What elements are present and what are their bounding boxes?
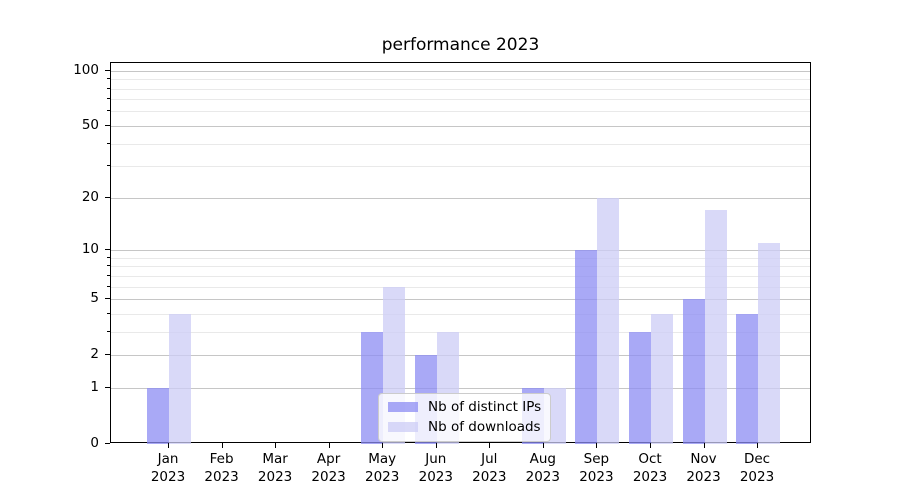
bar-distinct-ips-jan (147, 387, 169, 444)
gridline-minor (111, 331, 810, 333)
x-tick-mark (275, 443, 277, 448)
x-tick-label: Sep 2023 (579, 451, 614, 485)
gridline-minor (111, 286, 810, 288)
gridline-minor (111, 257, 810, 259)
bar-downloads-dec (758, 243, 780, 444)
y-tick-label: 10 (81, 241, 99, 257)
legend-item-distinct-ips: Nb of distinct IPs (388, 399, 541, 415)
bar-distinct-ips-may (361, 331, 384, 444)
gridline-major (111, 355, 810, 357)
legend-swatch-distinct-ips (388, 402, 418, 412)
y-tick-label: 20 (81, 188, 99, 205)
x-tick-label: Apr 2023 (311, 451, 346, 485)
gridline-minor (111, 266, 810, 268)
x-tick-label: Nov 2023 (686, 451, 721, 485)
bar-distinct-ips-dec (736, 313, 758, 444)
legend-label-distinct-ips: Nb of distinct IPs (428, 399, 542, 415)
gridline-major (111, 387, 810, 389)
legend: Nb of distinct IPs Nb of downloads (378, 393, 552, 442)
bar-downloads-jan (169, 313, 191, 444)
gridline-minor (111, 79, 810, 81)
bar-distinct-ips-sep (575, 250, 598, 444)
x-tick-label: May 2023 (365, 451, 400, 485)
y-tick-mark (105, 443, 110, 444)
x-tick-label: Feb 2023 (204, 451, 239, 485)
gridline-minor (111, 143, 810, 145)
legend-swatch-downloads (388, 422, 418, 432)
gridline-major (111, 299, 810, 300)
y-tick-label: 5 (90, 290, 99, 306)
bar-downloads-oct (651, 313, 673, 444)
x-tick-mark (221, 443, 223, 448)
bar-distinct-ips-nov (682, 299, 705, 444)
x-tick-label: Dec 2023 (739, 451, 775, 485)
gridline-major (111, 250, 810, 251)
y-tick-label: 2 (90, 346, 99, 363)
x-tick-label: Jun 2023 (418, 451, 453, 485)
gridline-major (111, 70, 810, 72)
gridline-minor (111, 166, 810, 168)
x-tick-mark (328, 443, 330, 448)
y-tick-label: 0 (90, 435, 99, 451)
y-tick-label: 1 (90, 378, 99, 395)
gridline-major (111, 197, 810, 199)
gridline-minor (111, 99, 810, 101)
gridline-minor (111, 275, 810, 277)
legend-item-downloads: Nb of downloads (388, 419, 541, 435)
x-tick-label: Jan 2023 (150, 451, 186, 485)
x-tick-mark (489, 443, 491, 448)
x-tick-label: Jul 2023 (472, 451, 507, 485)
chart-title: performance 2023 (381, 35, 540, 55)
x-tick-label: Aug 2023 (525, 451, 560, 485)
y-tick-label: 50 (81, 116, 99, 133)
bar-distinct-ips-oct (629, 331, 651, 444)
gridline-minor (111, 88, 810, 90)
y-tick-label: 100 (73, 61, 99, 78)
gridline-minor (111, 313, 810, 315)
bar-downloads-sep (597, 197, 620, 444)
x-tick-label: Mar 2023 (257, 451, 293, 485)
bar-downloads-nov (704, 210, 727, 444)
gridline-minor (111, 111, 810, 113)
gridline-major (111, 125, 810, 127)
x-tick-label: Oct 2023 (632, 451, 668, 485)
legend-label-downloads: Nb of downloads (428, 419, 541, 435)
plot-area: Nb of distinct IPs Nb of downloads (110, 62, 811, 444)
